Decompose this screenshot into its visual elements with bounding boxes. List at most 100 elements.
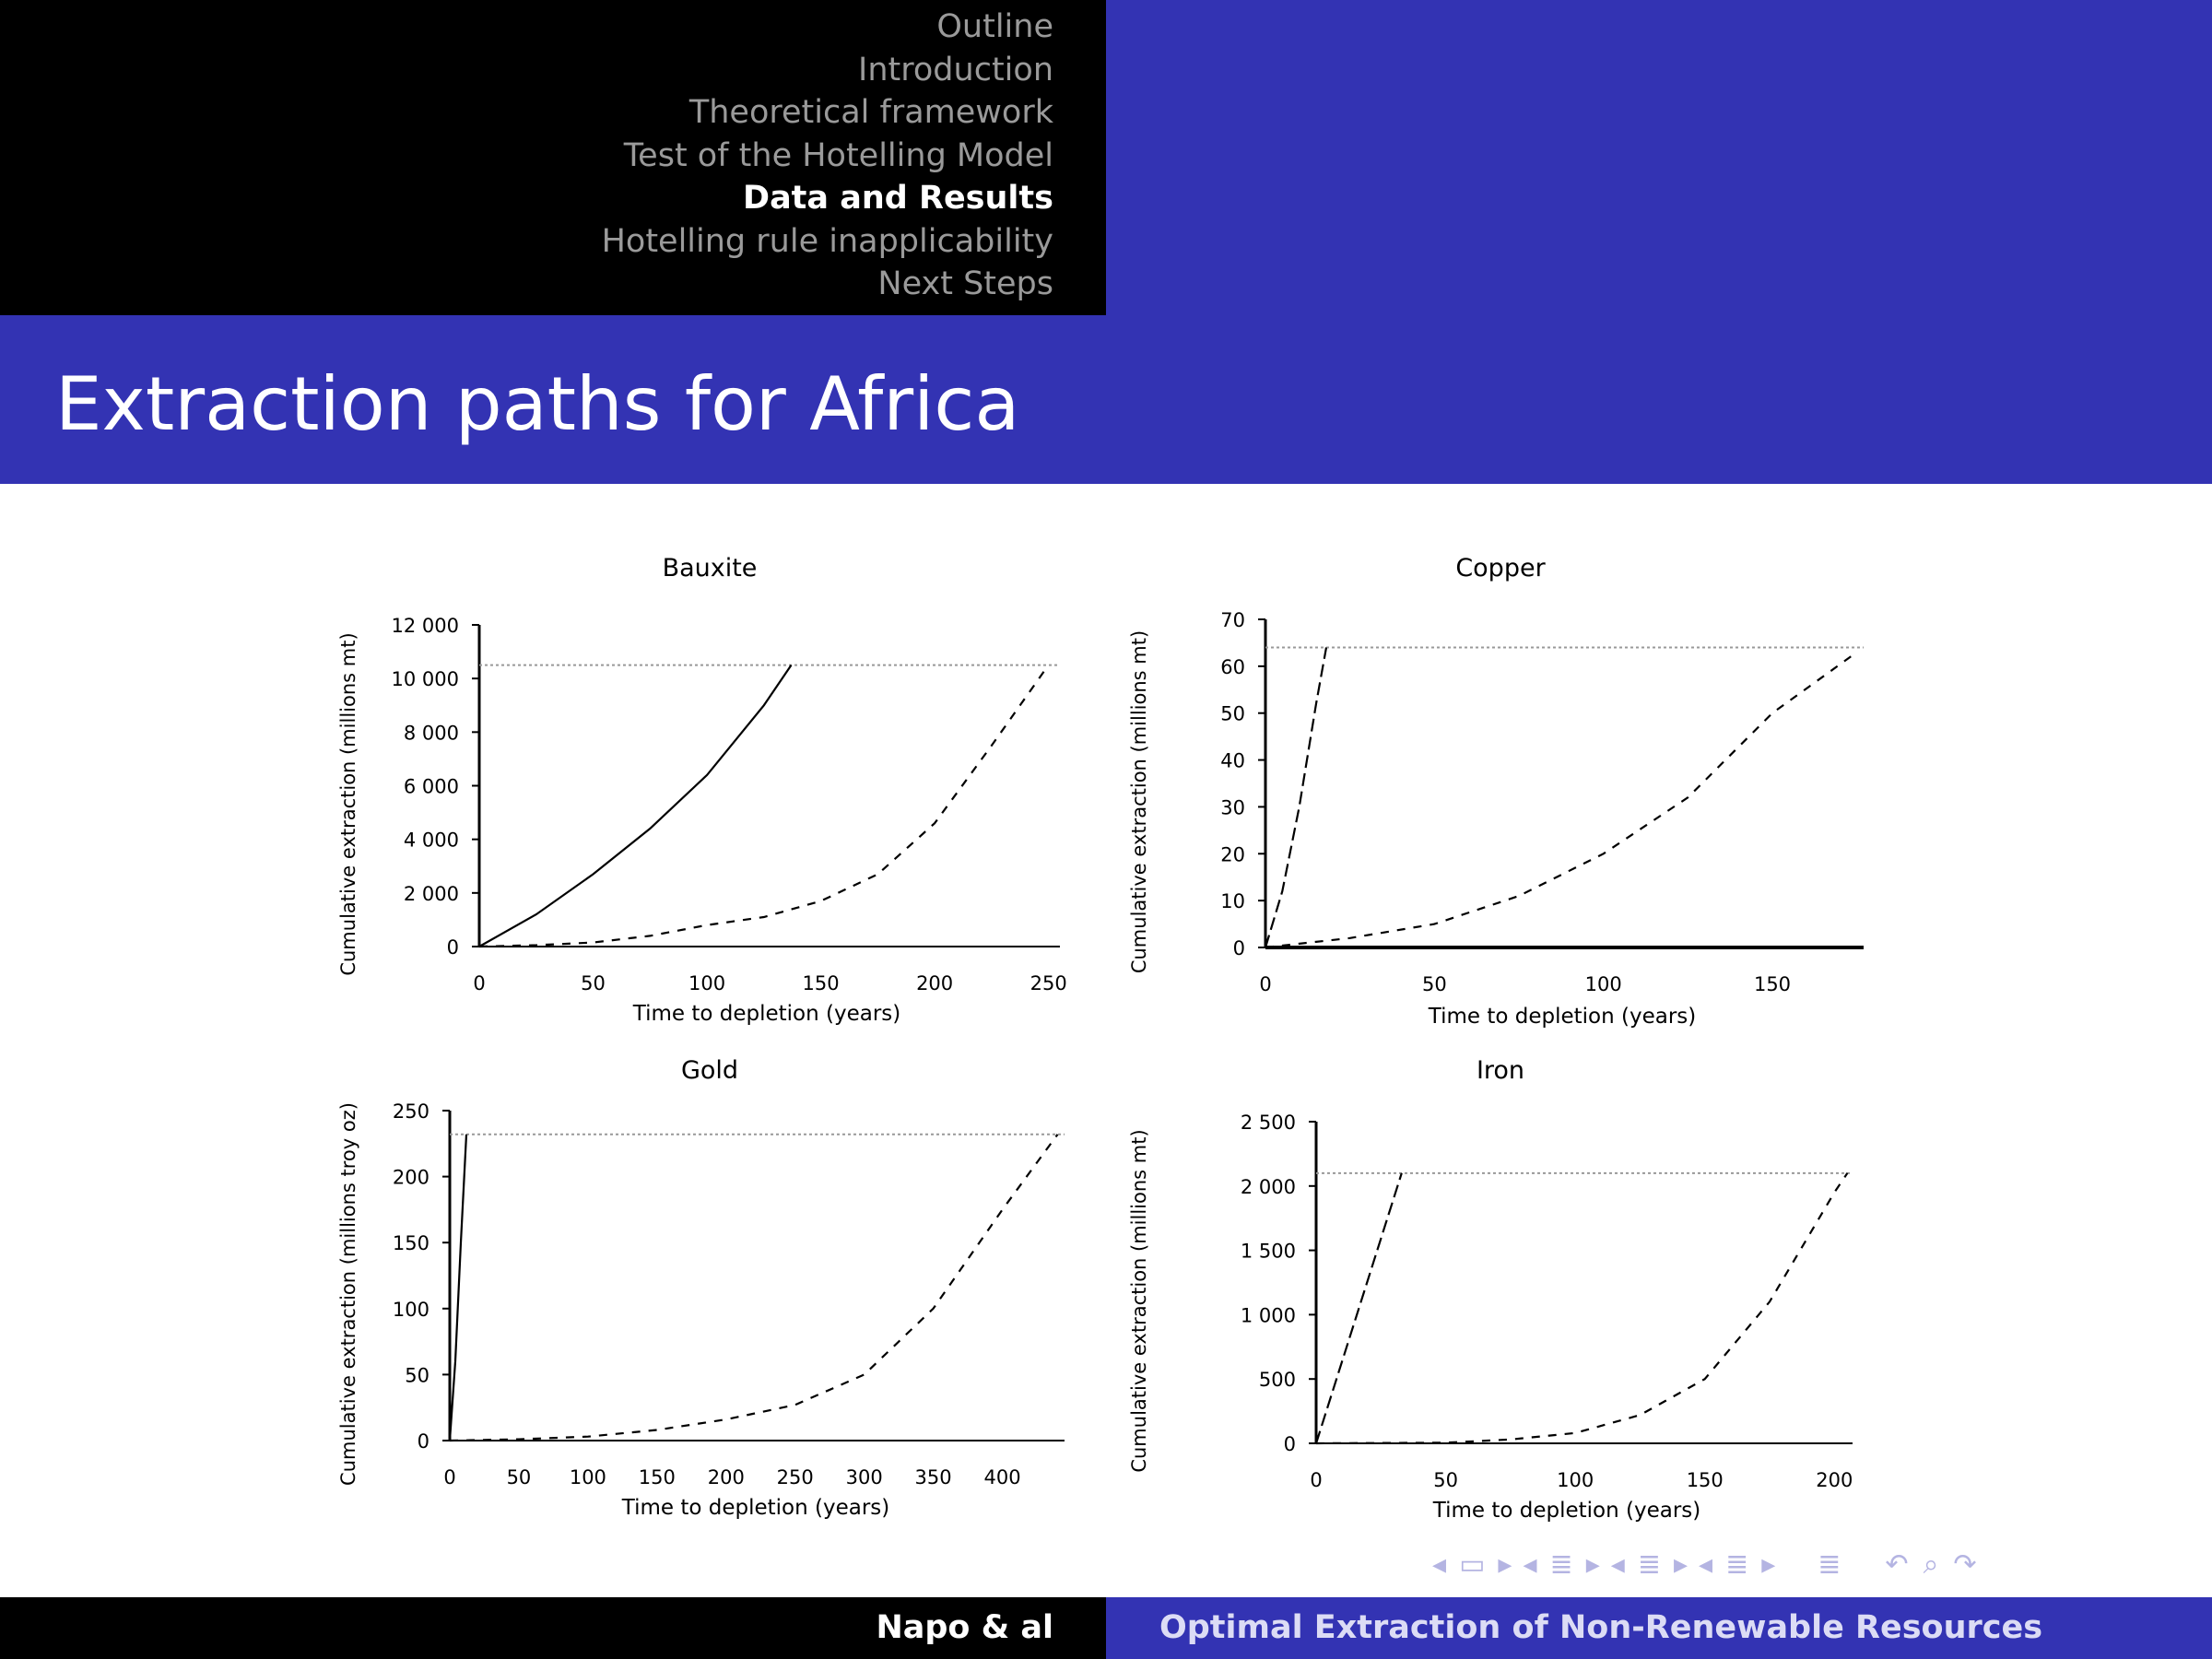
arrow-left-icon[interactable]: ◂ <box>1699 1548 1713 1581</box>
chart-title: Gold <box>681 1056 738 1085</box>
x-tick-label: 50 <box>1433 1469 1458 1491</box>
series-line-2 <box>478 664 1050 948</box>
x-tick-label: 150 <box>803 972 840 994</box>
section-icon[interactable]: ≣ <box>1637 1548 1661 1581</box>
x-axis-label: Time to depletion (years) <box>1432 1499 1701 1523</box>
search-icon[interactable]: ⌕ <box>1923 1548 1939 1581</box>
chart-title: Iron <box>1477 1056 1524 1085</box>
y-tick-label: 2 000 <box>404 883 459 905</box>
x-tick-label: 50 <box>1422 973 1447 995</box>
x-tick-label: 0 <box>1310 1469 1322 1491</box>
y-tick-label: 60 <box>1220 656 1245 678</box>
footer-author-band: Napo & al <box>0 1597 1106 1659</box>
x-tick-label: 0 <box>473 972 485 994</box>
x-axis-label: Time to depletion (years) <box>621 1496 890 1520</box>
slide-title: Extraction paths for Africa <box>55 361 1020 447</box>
series-line-1 <box>1314 1172 1403 1444</box>
x-axis-label: Time to depletion (years) <box>632 1002 901 1026</box>
y-tick-label: 0 <box>1284 1433 1296 1455</box>
x-tick-label: 0 <box>1259 973 1271 995</box>
nav-item-introduction[interactable]: Introduction <box>858 51 1053 88</box>
nav-item-next-steps[interactable]: Next Steps <box>877 265 1053 302</box>
nav-item-test-of-the-hotelling-model[interactable]: Test of the Hotelling Model <box>623 136 1053 174</box>
y-tick-label: 4 000 <box>404 830 459 852</box>
y-tick-label: 250 <box>393 1100 429 1123</box>
y-axis-label: Cumulative extraction (millions troy oz) <box>337 1102 359 1486</box>
section-nav: Outline Introduction Theoretical framework… <box>602 6 1053 306</box>
y-tick-label: 0 <box>447 936 459 959</box>
arrow-left-icon[interactable]: ◂ <box>1523 1548 1537 1581</box>
x-tick-label: 400 <box>984 1466 1021 1488</box>
y-axis-label: Cumulative extraction (millions mt) <box>1128 1129 1150 1472</box>
x-tick-label: 200 <box>916 972 953 994</box>
nav-item-data-and-results[interactable]: Data and Results <box>743 180 1053 217</box>
y-axis-label: Cumulative extraction (millions mt) <box>337 632 359 975</box>
footer-author: Napo & al <box>876 1609 1053 1646</box>
x-tick-label: 100 <box>688 972 725 994</box>
y-tick-label: 1 000 <box>1241 1304 1296 1326</box>
y-tick-label: 2 000 <box>1241 1176 1296 1198</box>
y-tick-label: 6 000 <box>404 776 459 798</box>
nav-item-theoretical-framework[interactable]: Theoretical framework <box>688 94 1053 131</box>
y-tick-label: 0 <box>1233 937 1245 959</box>
arrow-left-icon[interactable]: ◂ <box>1610 1548 1625 1581</box>
y-tick-label: 10 000 <box>392 668 459 690</box>
series-line-1 <box>478 664 793 947</box>
y-tick-label: 70 <box>1220 609 1245 631</box>
frame-icon[interactable]: ▭ <box>1459 1548 1486 1581</box>
frame-title-bar: Extraction paths for Africa <box>0 315 2212 484</box>
x-tick-label: 150 <box>1687 1469 1724 1491</box>
chart-gold: Gold Cumulative extraction (millions troy… <box>337 1056 1065 1520</box>
x-tick-label: 200 <box>708 1466 745 1488</box>
chart-bauxite: Bauxite Cumulative extraction (millions m… <box>337 554 1067 1026</box>
series-line-2 <box>1315 1172 1849 1445</box>
x-tick-label: 150 <box>1754 973 1791 995</box>
arrow-right-icon[interactable]: ▸ <box>1673 1548 1688 1581</box>
series-line-2 <box>449 1134 1059 1442</box>
x-tick-label: 250 <box>777 1466 814 1488</box>
header-blue-band <box>1106 0 2212 315</box>
y-tick-label: 0 <box>418 1430 429 1453</box>
chart-iron: Iron Cumulative extraction (millions mt) T… <box>1128 1056 1853 1523</box>
x-tick-label: 250 <box>1030 972 1067 994</box>
appendix-icon[interactable]: ≣ <box>1818 1548 1841 1581</box>
y-tick-label: 40 <box>1220 750 1245 772</box>
redo-icon[interactable]: ↷ <box>1953 1548 1977 1581</box>
y-tick-label: 8 000 <box>404 722 459 744</box>
y-tick-label: 100 <box>393 1299 429 1321</box>
y-tick-label: 200 <box>393 1167 429 1189</box>
undo-icon[interactable]: ↶ <box>1885 1548 1909 1581</box>
series-line-1 <box>1264 647 1328 948</box>
beamer-navigation-bar: ◂ ▭ ▸ ◂ ≣ ▸ ◂ ≣ ▸ ◂ ≣ ▸ ≣ ↶ ⌕ ↷ <box>1427 1547 1984 1583</box>
x-tick-label: 50 <box>581 972 606 994</box>
x-tick-label: 200 <box>1816 1469 1853 1491</box>
arrow-right-icon[interactable]: ▸ <box>1585 1548 1600 1581</box>
y-tick-label: 1 500 <box>1241 1241 1296 1263</box>
chart-copper: Copper Cumulative extraction (millions mt… <box>1128 554 1864 1029</box>
nav-item-hotelling-rule-inapplicability[interactable]: Hotelling rule inapplicability <box>601 222 1053 260</box>
chart-title: Bauxite <box>663 554 758 582</box>
y-tick-label: 20 <box>1220 843 1245 865</box>
x-tick-label: 350 <box>915 1466 952 1488</box>
arrow-right-icon[interactable]: ▸ <box>1761 1548 1776 1581</box>
x-tick-label: 100 <box>1585 973 1622 995</box>
y-tick-label: 50 <box>1220 703 1245 725</box>
y-tick-label: 10 <box>1220 890 1245 912</box>
y-tick-label: 30 <box>1220 796 1245 818</box>
x-tick-label: 100 <box>1557 1469 1594 1491</box>
x-tick-label: 50 <box>507 1466 532 1488</box>
x-tick-label: 300 <box>846 1466 883 1488</box>
series-line-1 <box>448 1134 468 1441</box>
x-tick-label: 150 <box>639 1466 676 1488</box>
nav-item-outline[interactable]: Outline <box>936 8 1053 45</box>
y-axis-label: Cumulative extraction (millions mt) <box>1128 630 1150 973</box>
subsection-icon[interactable]: ≣ <box>1549 1548 1573 1581</box>
presentation-icon[interactable]: ≣ <box>1725 1548 1749 1581</box>
y-tick-label: 12 000 <box>392 615 459 637</box>
footer-talk-title: Optimal Extraction of Non-Renewable Reso… <box>1159 1609 2043 1646</box>
x-axis-label: Time to depletion (years) <box>1428 1005 1697 1029</box>
arrow-left-icon[interactable]: ◂ <box>1432 1548 1447 1581</box>
y-tick-label: 500 <box>1259 1369 1296 1391</box>
arrow-right-icon[interactable]: ▸ <box>1498 1548 1512 1581</box>
